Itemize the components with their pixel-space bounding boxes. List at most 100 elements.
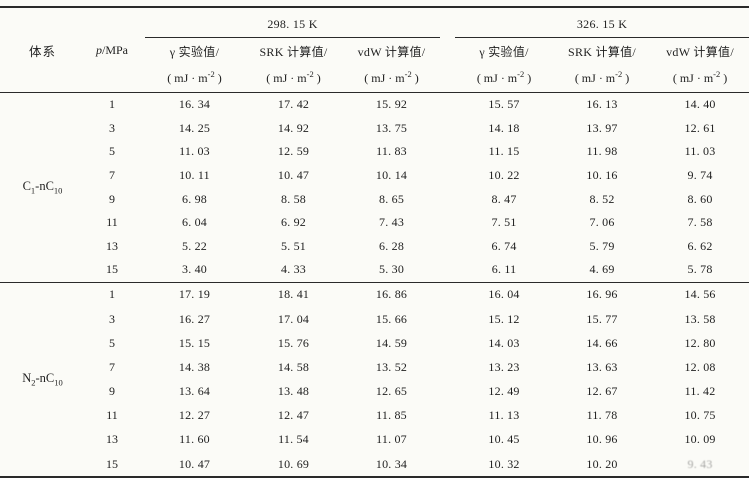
value-cell: 3. 40 [182,262,207,277]
unit-part: ( mJ · m [574,71,616,85]
column-gap-cell [440,282,455,307]
value-cell: 11. 85 [376,408,407,423]
value-cell: 12. 67 [586,384,618,399]
pressure-cell: 15 [106,456,118,471]
value-cell: 13. 63 [586,359,618,374]
unit-part: -2 [713,69,721,79]
temperature-group-326: 326. 15 K [455,7,749,38]
value-cell: 10. 11 [179,168,210,183]
table-row: 3 16. 27 17. 04 15. 66 15. 12 15. 77 13. 58 [0,307,749,331]
column-title: γ 实验值/ [479,45,529,59]
column-header: γ 实验值/ ( mJ · m-2 ) [145,38,244,93]
value-cell: 9. 74 [687,168,713,183]
column-header: vdW 计算值/ ( mJ · m-2 ) [343,38,440,93]
column-gap-cell [440,380,455,404]
value-cell: 8. 52 [589,191,615,206]
value-cell: 6. 62 [687,238,713,253]
pressure-cell: 11 [106,408,118,423]
pressure-symbol: p [95,42,102,57]
value-cell: 11. 54 [278,432,309,447]
value-cell: 7. 51 [491,215,517,230]
column-header: γ 实验值/ ( mJ · m-2 ) [455,38,553,93]
value-cell: 4. 33 [281,262,306,277]
value-cell: 12. 08 [684,359,716,374]
value-cell: 10. 34 [375,456,408,471]
value-cell: 13. 23 [488,359,520,374]
pressure-cell: 15 [106,262,118,277]
table-row: 15 10. 47 10. 69 10. 34 10. 32 10. 20 9. 43 [0,452,749,477]
system-cell: C1-nC10 [0,93,95,283]
unit-part: ) [524,71,532,85]
value-cell: 16. 86 [375,287,408,302]
column-unit: ( mJ · m-2 ) [244,64,343,89]
value-cell: 5. 30 [379,262,405,277]
table-row: 9 6. 98 8. 58 8. 65 8. 47 8. 52 8. 60 [0,187,749,211]
pressure-cell: 9 [109,191,115,206]
value-cell: 14. 25 [178,120,211,135]
value-cell: 10. 45 [488,432,520,447]
value-cell: 11. 83 [376,144,407,159]
unit-part: ) [622,71,630,85]
value-cell: 12. 59 [277,144,310,159]
value-cell: 11. 98 [586,144,618,159]
value-cell: 5. 78 [687,262,713,277]
value-cell: 12. 49 [488,384,520,399]
table-row: 13 11. 60 11. 54 11. 07 10. 45 10. 96 10. 09 [0,428,749,452]
value-cell: 16. 04 [488,287,520,302]
system-group-c1: C1-nC10 1 16. 34 17. 42 15. 92 15. 57 16. 13 14… [0,93,749,283]
value-cell: 8. 65 [379,191,405,206]
value-cell: 16. 96 [586,287,618,302]
table-row: N2-nC10 1 17. 19 18. 41 16. 86 16. 04 16. 96 14… [0,282,749,387]
unit-part: -2 [615,69,623,79]
system-label-part: 10 [54,377,63,388]
unit-part: -2 [404,69,412,79]
value-cell: 13. 75 [375,120,408,135]
column-gap-cell [440,452,455,477]
value-cell: 16. 34 [178,97,211,112]
value-cell: 14. 56 [684,287,716,302]
subcolumn-header-row: γ 实验值/( mJ · m-2 ) SRK 计算值/( mJ · m-2 ) vd… [0,38,749,93]
column-title: γ 实验值/ [169,45,220,59]
column-title: SRK 计算值/ [567,45,637,59]
value-cell: 17. 19 [178,287,211,302]
column-unit: ( mJ · m-2 ) [651,64,749,89]
table-row: 7 14. 38 14. 58 13. 52 13. 23 13. 63 12. 08 [0,355,749,379]
column-header: SRK 计算值/ ( mJ · m-2 ) [553,38,651,93]
value-cell: 15. 15 [178,335,211,350]
table-row: 3 14. 25 14. 92 13. 75 14. 18 13. 97 12. 61 [0,117,749,141]
value-cell: 12. 65 [375,384,408,399]
value-cell: 13. 64 [178,384,211,399]
value-cell: 6. 98 [182,191,207,206]
column-header-pressure: p/MPa [95,7,145,93]
temperature-spanner-row: 体系 p/MPa 298. 15 K 326. 15 K [0,7,749,59]
value-cell: 13. 48 [277,384,310,399]
table-row: 15 3. 40 4. 33 5. 30 6. 11 4. 69 5. 78 [0,258,749,282]
system-label-part: C [22,179,31,194]
value-cell: 11. 78 [586,408,618,423]
value-cell: 6. 74 [491,238,517,253]
value-cell: 16. 27 [178,311,211,326]
value-cell: 8. 58 [281,191,306,206]
unit-part: ( mJ · m [476,71,518,85]
column-title: SRK 计算值/ [259,45,328,59]
column-gap-cell [440,235,455,259]
value-cell: 10. 09 [684,432,716,447]
value-cell: 14. 59 [375,335,408,350]
unit-part: -2 [207,69,215,79]
table-row: 9 13. 64 13. 48 12. 65 12. 49 12. 67 11. 42 [0,380,749,404]
table-row: 13 5. 22 5. 51 6. 28 6. 74 5. 79 6. 62 [0,235,749,259]
value-cell: 6. 92 [281,215,306,230]
value-cell: 14. 66 [586,335,618,350]
unit-part: ) [214,71,222,85]
unit-part: ( mJ · m [266,71,307,85]
temperature-group-298: 298. 15 K [145,7,441,38]
pressure-cell: 3 [109,120,115,135]
value-cell: 14. 40 [684,97,716,112]
value-cell: 10. 14 [375,168,408,183]
value-cell: 4. 69 [589,262,615,277]
column-title: vdW 计算值/ [357,45,426,59]
value-cell: 6. 28 [379,238,405,253]
column-header: SRK 计算值/ ( mJ · m-2 ) [244,38,343,93]
unit-part: -2 [306,69,314,79]
